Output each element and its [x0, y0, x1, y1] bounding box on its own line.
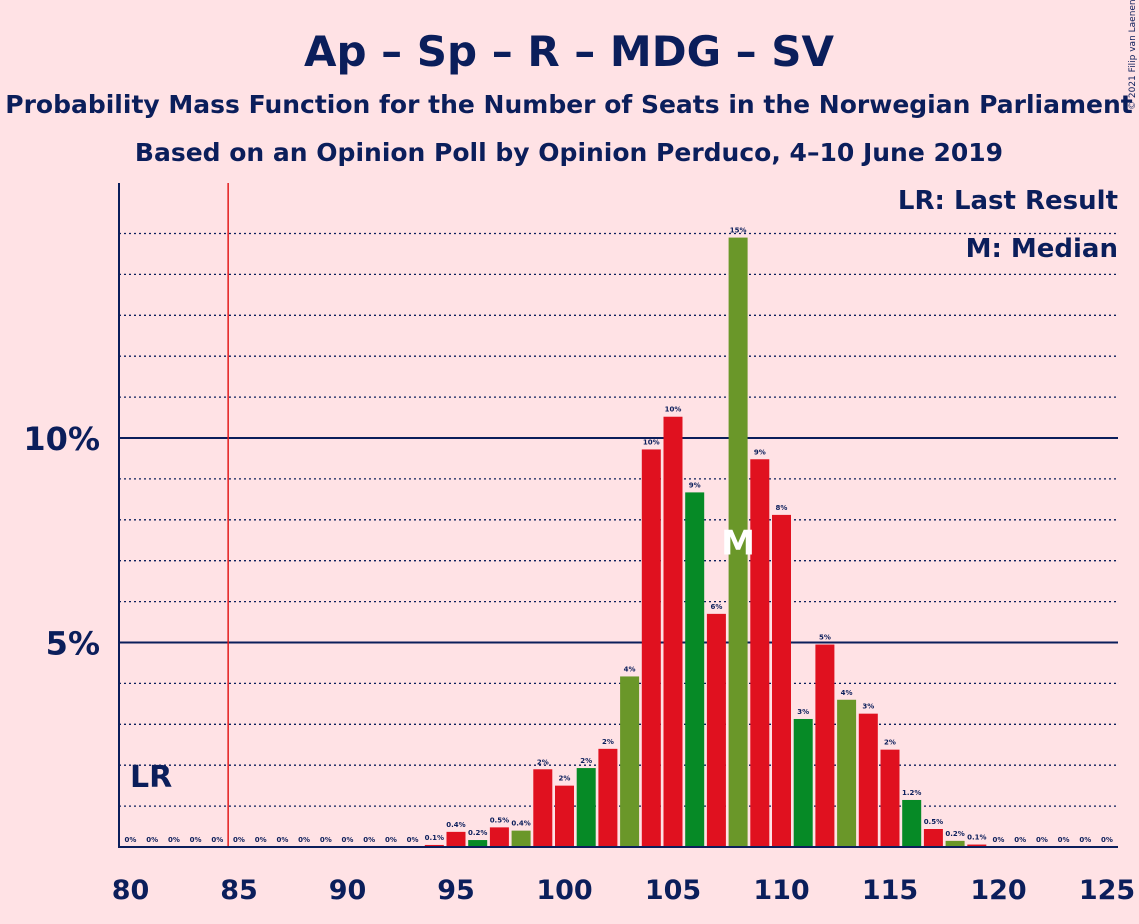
bar-109 [750, 459, 770, 847]
value-label-103: 4% [624, 665, 636, 673]
value-label-117: 0.5% [924, 818, 943, 826]
bar-116 [902, 799, 922, 847]
y-tick-5: 5% [46, 625, 100, 663]
value-label-125: 0% [1101, 836, 1113, 844]
value-label-115: 2% [884, 739, 896, 747]
bar-106 [685, 492, 705, 847]
chart-title: Ap – Sp – R – MDG – SV [304, 27, 835, 76]
value-label-111: 3% [797, 708, 809, 716]
chart-subtitle-1: Probability Mass Function for the Number… [5, 90, 1133, 119]
bar-104 [641, 449, 661, 847]
value-label-96: 0.2% [468, 829, 487, 837]
value-label-124: 0% [1079, 836, 1091, 844]
value-label-80: 0% [125, 836, 137, 844]
bar-97 [489, 827, 509, 847]
value-label-90: 0% [342, 836, 354, 844]
axes-group [118, 183, 1118, 848]
value-label-95: 0.4% [446, 821, 465, 829]
value-label-118: 0.2% [945, 830, 964, 838]
bar-115 [880, 749, 900, 847]
bar-111 [793, 718, 813, 847]
gridlines [119, 232, 1118, 807]
value-label-107: 6% [710, 603, 722, 611]
bar-98 [511, 830, 531, 847]
bar-100 [555, 785, 574, 847]
value-label-85: 0% [233, 836, 245, 844]
value-label-105: 10% [665, 406, 682, 414]
x-tick-105: 105 [645, 875, 701, 906]
value-label-110: 8% [776, 504, 788, 512]
value-label-87: 0% [276, 836, 288, 844]
legend-last-result: LR: Last Result [898, 186, 1118, 216]
y-tick-labels: 5% 10% [23, 420, 100, 663]
bar-105 [663, 416, 683, 847]
value-label-94: 0.1% [425, 834, 444, 842]
bar-94 [424, 844, 444, 847]
bar-96 [468, 840, 488, 847]
median-marker: M [721, 523, 755, 563]
value-label-88: 0% [298, 836, 310, 844]
bar-103 [620, 676, 640, 847]
x-tick-120: 120 [970, 875, 1026, 906]
bar-114 [858, 713, 878, 847]
value-label-86: 0% [255, 836, 267, 844]
value-label-84: 0% [211, 836, 223, 844]
x-tick-110: 110 [753, 875, 809, 906]
bar-108 [728, 237, 748, 848]
value-label-97: 0.5% [490, 816, 509, 824]
value-label-113: 4% [841, 689, 853, 697]
value-label-98: 0.4% [511, 820, 530, 828]
value-label-89: 0% [320, 836, 332, 844]
bar-117 [923, 829, 943, 847]
x-tick-115: 115 [862, 875, 918, 906]
bar-95 [446, 831, 466, 847]
value-label-122: 0% [1036, 836, 1048, 844]
value-label-120: 0% [993, 836, 1005, 844]
x-tick-90: 90 [329, 875, 367, 906]
value-label-99: 2% [537, 758, 549, 766]
value-label-102: 2% [602, 738, 614, 746]
value-label-81: 0% [146, 836, 158, 844]
bars-group [424, 237, 987, 848]
bar-102 [598, 748, 618, 847]
copyright-note: © 2021 Filip van Laenen [1128, 0, 1138, 110]
value-label-114: 3% [862, 703, 874, 711]
x-tick-85: 85 [220, 875, 258, 906]
value-label-100: 2% [559, 775, 571, 783]
last-result-marker: LR [130, 760, 172, 795]
value-label-108: 15% [730, 227, 747, 235]
value-label-109: 9% [754, 448, 766, 456]
x-tick-100: 100 [536, 875, 592, 906]
x-tick-labels: 80 85 90 95 100 105 110 115 120 125 [112, 875, 1135, 906]
value-label-121: 0% [1014, 836, 1026, 844]
value-label-93: 0% [407, 836, 419, 844]
bar-112 [815, 644, 835, 847]
value-label-119: 0.1% [967, 834, 986, 842]
legend-median: M: Median [966, 234, 1118, 264]
x-tick-80: 80 [112, 875, 150, 906]
value-label-123: 0% [1058, 836, 1070, 844]
x-tick-125: 125 [1079, 875, 1135, 906]
bar-118 [945, 840, 965, 847]
value-labels-group: 0% 0% 0% 0% 0% 0% 0% 0% 0% 0% 0% 0% 0% 0% 0.1%0.4%0.2%… [125, 227, 1113, 844]
x-tick-95: 95 [437, 875, 475, 906]
value-label-91: 0% [363, 836, 375, 844]
value-label-101: 2% [580, 757, 592, 765]
value-label-112: 5% [819, 634, 831, 642]
bar-99 [533, 769, 553, 847]
value-label-106: 9% [689, 481, 701, 489]
bar-101 [576, 768, 596, 847]
y-tick-10: 10% [23, 420, 100, 458]
bar-113 [837, 699, 857, 847]
bar-107 [706, 613, 726, 847]
value-label-92: 0% [385, 836, 397, 844]
bar-119 [967, 844, 987, 847]
value-label-116: 1.2% [902, 789, 921, 797]
bar-110 [772, 514, 791, 847]
value-label-104: 10% [643, 438, 660, 446]
value-label-83: 0% [190, 836, 202, 844]
chart-subtitle-2: Based on an Opinion Poll by Opinion Perd… [135, 138, 1003, 167]
value-label-82: 0% [168, 836, 180, 844]
